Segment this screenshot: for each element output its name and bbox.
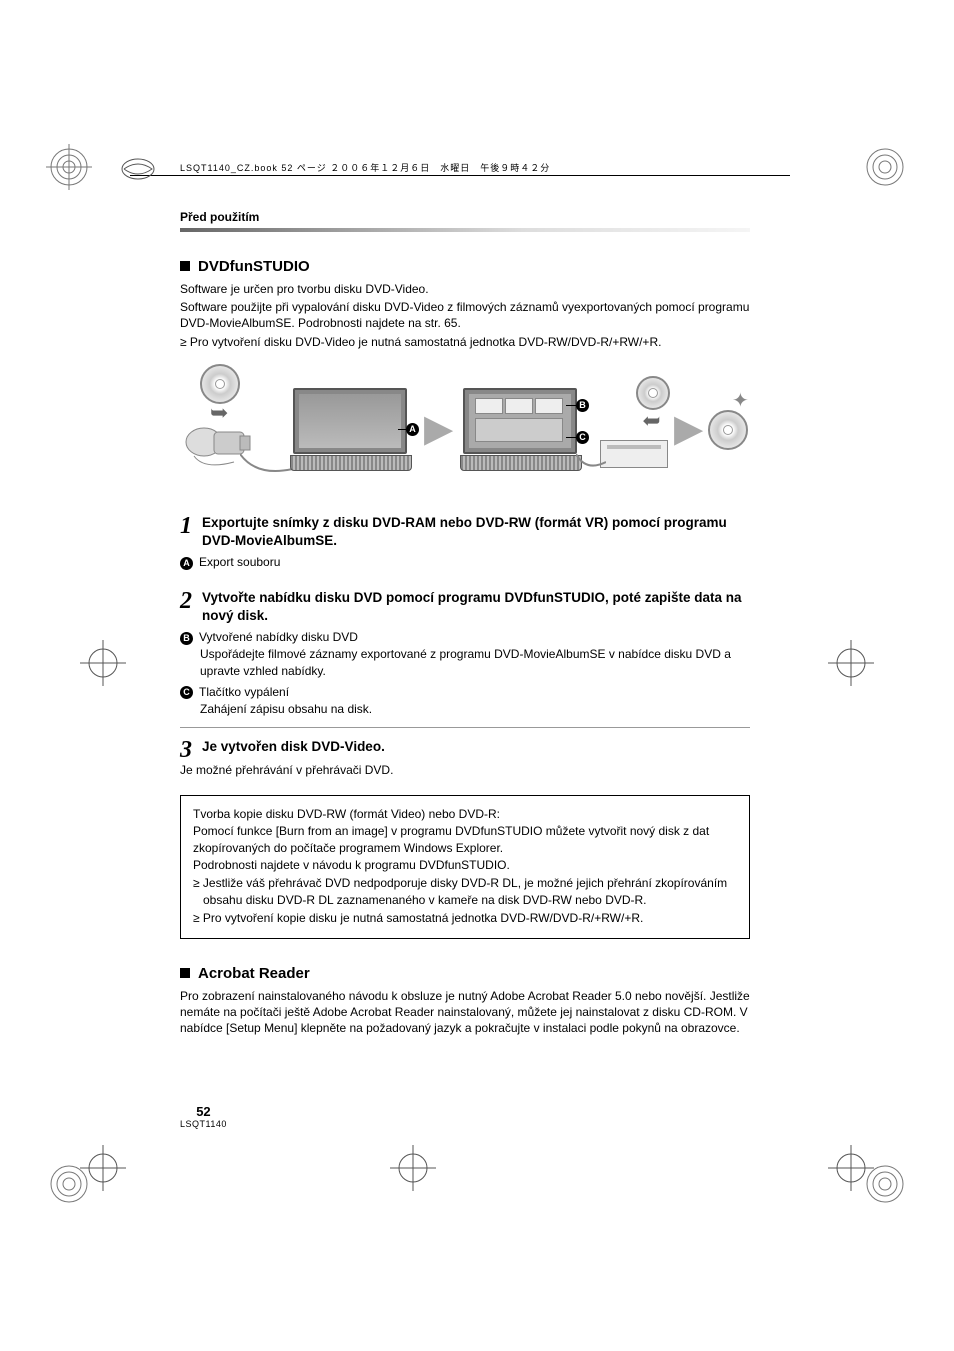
disc-icon [708,410,748,450]
marker-c: C [566,430,595,444]
body-text: Software je určen pro tvorbu disku DVD-V… [180,281,750,297]
marker-a-label: A [406,423,419,436]
acrobat-title: Acrobat Reader [198,965,310,982]
marker-a-label: A [180,557,193,570]
workflow-diagram: ➥ A ▶ [180,364,750,484]
corner-regmark [862,144,908,190]
corner-regmark [46,144,92,190]
bullet-text: ≥ Pro vytvoření disku DVD-Video je nutná… [180,334,750,350]
dvd-drive-icon [600,440,668,468]
step-number: 2 [180,589,202,613]
arrow-right-icon: ▶ [674,406,703,451]
dvdfun-title: DVDfunSTUDIO [198,258,310,275]
section-rule [180,228,750,232]
runhead-text: LSQT1140_CZ.book 52 ページ ２００６年１２月６日 水曜日 午… [180,163,550,173]
step-3: 3 Je vytvořen disk DVD-Video. Je možné p… [180,738,750,779]
disc-icon [636,376,670,410]
box-line: Tvorba kopie disku DVD-RW (formát Video)… [193,806,737,823]
side-regmark [828,640,874,686]
doc-code: LSQT1140 [180,1119,227,1129]
marker-b: B [566,398,595,412]
laptop-icon [290,388,410,468]
disc-icon [200,364,240,404]
step-1: 1 Exportujte snímky z disku DVD-RAM nebo… [180,514,750,571]
manual-page: LSQT1140_CZ.book 52 ページ ２００６年１２月６日 水曜日 午… [0,0,954,1351]
marker-c-label: C [576,431,589,444]
acrobat-heading: Acrobat Reader [180,965,750,982]
arrow-right-icon: ▶ [424,406,453,451]
header-rule [130,175,790,176]
step-sub-text: Export souboru [199,555,280,569]
square-bullet-icon [180,968,190,978]
page-footer: 52 LSQT1140 [180,1104,227,1129]
step-sub-text: Vytvořené nabídky disku DVD [199,630,358,644]
laptop-icon [460,388,580,468]
arrow-down-icon: ➥ [642,408,660,434]
marker-a: A [398,422,425,436]
side-regmark [80,640,126,686]
center-regmark [390,1145,436,1191]
step-number: 1 [180,514,202,538]
step-body-text: Zahájení zápisu obsahu na disk. [200,701,750,718]
page-number: 52 [180,1104,227,1119]
divider [180,727,750,728]
step-title: Je vytvořen disk DVD-Video. [202,738,750,756]
step-title: Vytvořte nabídku disku DVD pomocí progra… [202,589,750,625]
body-text: Pro zobrazení nainstalovaného návodu k o… [180,988,750,1037]
step-body-text: Je možné přehrávání v přehrávači DVD. [180,762,750,779]
body-text: Software použijte při vypalování disku D… [180,299,750,331]
content-area: Před použitím DVDfunSTUDIO Software je u… [180,210,750,1039]
section-label: Před použitím [180,210,750,224]
square-bullet-icon [180,261,190,271]
box-line: Pomocí funkce [Burn from an image] v pro… [193,823,737,857]
step-title: Exportujte snímky z disku DVD-RAM nebo D… [202,514,750,550]
step-body-text: Uspořádejte filmové záznamy exportované … [200,646,750,680]
running-header: LSQT1140_CZ.book 52 ページ ２００６年１２月６日 水曜日 午… [180,161,750,174]
box-bullet: ≥ Pro vytvoření kopie disku je nutná sam… [193,910,737,926]
step-2: 2 Vytvořte nabídku disku DVD pomocí prog… [180,589,750,717]
cable-icon [576,454,606,472]
book-icon [120,155,156,185]
box-bullet: ≥ Jestliže váš přehrávač DVD nedpodporuj… [193,875,737,907]
side-regmark [80,1145,126,1191]
dvdfun-heading: DVDfunSTUDIO [180,258,750,275]
marker-b-label: B [180,632,193,645]
marker-b-label: B [576,399,589,412]
sparkle-icon: ✦ [732,388,749,413]
step-number: 3 [180,738,202,762]
box-line: Podrobnosti najdete v návodu k programu … [193,857,737,874]
step-sub-text: Tlačítko vypálení [199,685,289,699]
side-regmark [828,1145,874,1191]
info-box: Tvorba kopie disku DVD-RW (formát Video)… [180,795,750,939]
marker-c-label: C [180,686,193,699]
